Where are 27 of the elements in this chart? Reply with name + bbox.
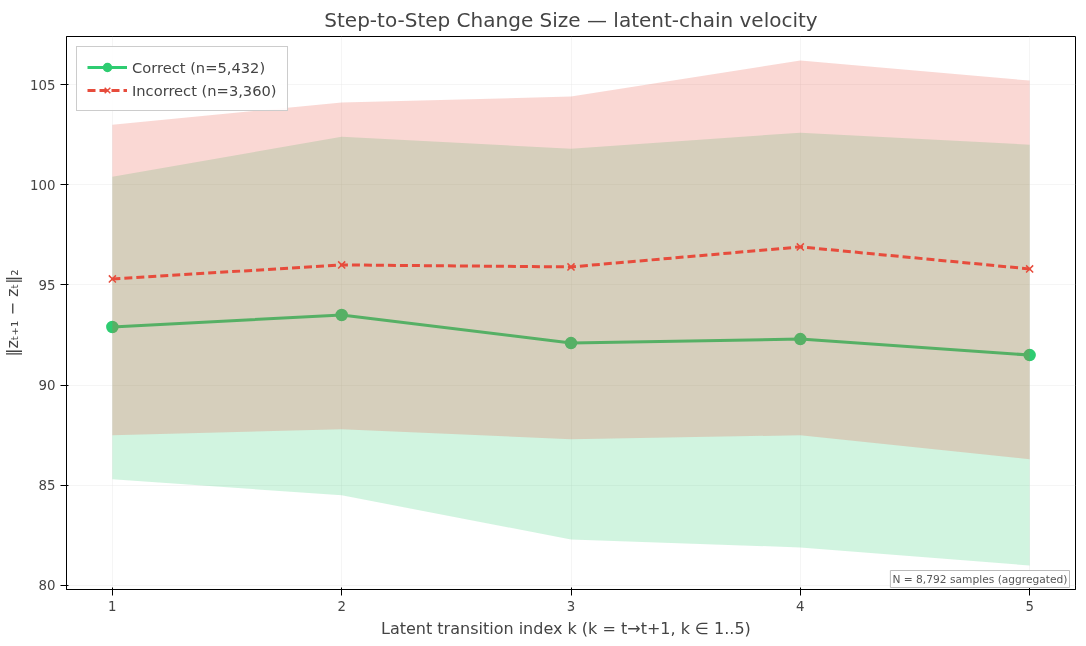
x-tick-label: 1 (108, 598, 117, 614)
x-tick-label: 4 (796, 598, 805, 614)
legend-label: Correct (n=5,432) (132, 58, 266, 76)
point (108, 274, 117, 284)
y-tick-label: 90 (38, 378, 56, 394)
x-tick-label: 3 (566, 598, 576, 614)
y-axis-title: ‖zₜ₊₁ − zₜ‖₂ (3, 269, 23, 357)
y-tick-label: 80 (38, 578, 56, 594)
y-tick-label: 105 (30, 77, 56, 93)
point (566, 262, 576, 272)
x-tick-label: 5 (1025, 598, 1034, 614)
point (794, 332, 807, 346)
point (337, 260, 346, 270)
point (1023, 348, 1036, 362)
point (335, 308, 348, 322)
y-tick-label: 100 (30, 177, 56, 193)
x-tick-label: 2 (337, 598, 346, 614)
point (1025, 264, 1034, 274)
point (796, 242, 805, 252)
x-axis-title: Latent transition index k (k = t→t+1, k ∈ 1..5) (381, 618, 751, 638)
chart-title: Step-to-Step Change Size — latent-chain velocity (324, 7, 818, 32)
annotation: N = 8,792 samples (aggregated) (892, 572, 1068, 586)
point (106, 320, 119, 334)
y-tick-label: 85 (38, 478, 56, 494)
point (564, 336, 578, 350)
y-tick-label: 95 (38, 277, 56, 293)
legend-label: Incorrect (n=3,360) (132, 81, 277, 99)
